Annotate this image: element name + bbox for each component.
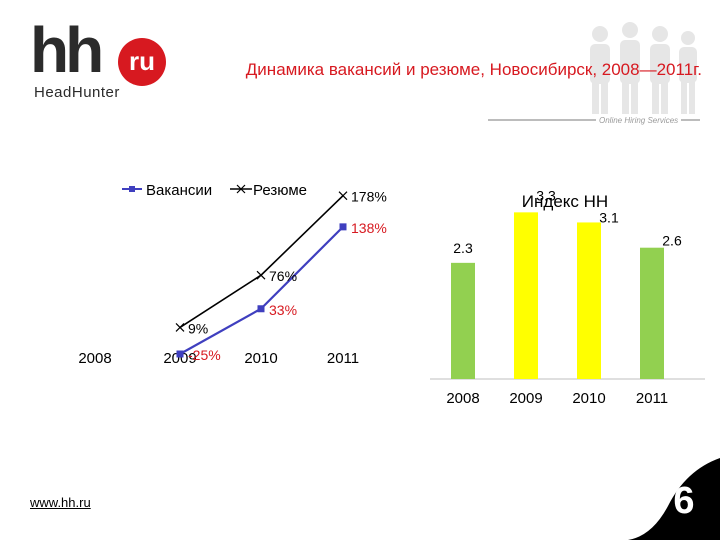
page-title: Динамика вакансий и резюме, Новосибирск,… bbox=[245, 60, 702, 79]
website-link[interactable]: www.hh.ru bbox=[30, 495, 91, 510]
point-resumes-2009 bbox=[175, 323, 185, 332]
x-tick-label-2009: 2009 bbox=[163, 350, 196, 367]
header-divider bbox=[488, 119, 700, 121]
bar-chart: Индекс HH 2.3 2008 3.3 2009 3.1 2010 2.6 2011 bbox=[430, 187, 705, 407]
bar-2010 bbox=[577, 222, 601, 379]
point-vacancies-2011 bbox=[339, 223, 347, 231]
page-number: 6 bbox=[673, 480, 695, 522]
bar-value-label-2009: 3.3 bbox=[536, 187, 556, 203]
line-chart-legend: Вакансии Резюме bbox=[122, 182, 307, 199]
legend-label-resumes: Резюме bbox=[253, 182, 307, 199]
data-label-vacancies-2010: 33% bbox=[269, 302, 297, 318]
x-tick-label-2010: 2010 bbox=[244, 350, 277, 367]
bar-x-tick-label-2008: 2008 bbox=[446, 390, 479, 407]
line-chart: Вакансии Резюме 2008 2009 2010 2011 -25% 33% 1… bbox=[78, 182, 387, 367]
data-label-vacancies-2009: -25% bbox=[188, 347, 221, 363]
logo-ru-badge: ru bbox=[118, 38, 166, 86]
x-tick-label-2008: 2008 bbox=[78, 350, 111, 367]
people-silhouettes-icon bbox=[590, 22, 697, 114]
logo-wordmark: HeadHunter bbox=[34, 84, 120, 101]
bar-x-tick-label-2011: 2011 bbox=[636, 390, 668, 407]
legend-label-vacancies: Вакансии bbox=[146, 182, 212, 199]
legend-marker-resumes bbox=[236, 184, 246, 194]
point-vacancies-2010 bbox=[257, 305, 265, 313]
point-resumes-2011 bbox=[338, 191, 348, 201]
point-vacancies-2009 bbox=[176, 350, 184, 358]
bar-value-label-2011: 2.6 bbox=[662, 233, 682, 249]
bar-chart-title: Индекс HH bbox=[522, 192, 608, 211]
data-label-resumes-2009: 9% bbox=[188, 320, 208, 336]
bar-2011 bbox=[640, 247, 664, 379]
bar-2008 bbox=[451, 262, 475, 379]
data-label-vacancies-2011: 138% bbox=[351, 220, 387, 236]
legend-marker-vacancies bbox=[129, 186, 135, 192]
data-label-resumes-2010: 76% bbox=[269, 268, 297, 284]
page-corner-shape bbox=[628, 458, 720, 540]
bar-x-tick-label-2009: 2009 bbox=[509, 390, 542, 407]
data-label-resumes-2011: 178% bbox=[351, 189, 387, 205]
bar-2009 bbox=[514, 212, 538, 379]
tagline: Online Hiring Services bbox=[596, 116, 682, 125]
logo-hh: hh bbox=[30, 14, 104, 86]
bar-value-label-2008: 2.3 bbox=[453, 240, 473, 256]
bar-value-label-2010: 3.1 bbox=[599, 209, 619, 225]
x-tick-label-2011: 2011 bbox=[327, 350, 359, 367]
bar-x-tick-label-2010: 2010 bbox=[572, 390, 605, 407]
point-resumes-2010 bbox=[256, 270, 266, 280]
